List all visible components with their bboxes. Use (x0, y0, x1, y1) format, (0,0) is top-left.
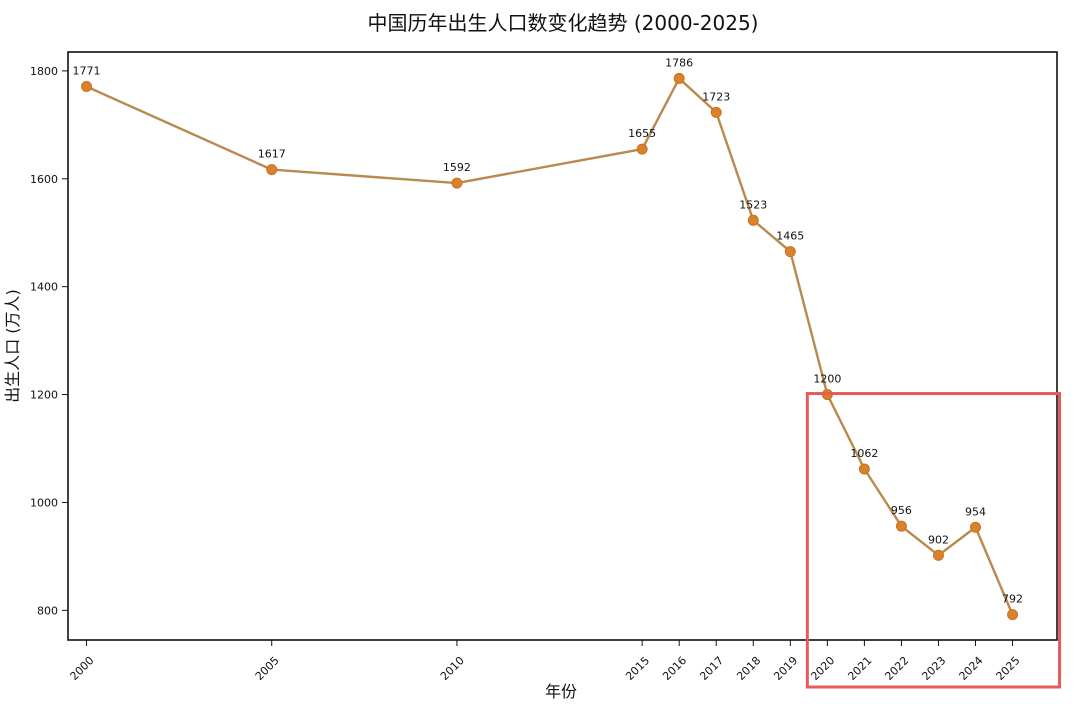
x-tick-label: 2021 (845, 654, 874, 683)
axes-group (67, 51, 1058, 641)
y-tick-label: 1000 (30, 496, 58, 509)
data-label: 1465 (776, 230, 804, 243)
data-label: 1771 (73, 65, 101, 78)
x-tick-label: 2016 (660, 654, 689, 683)
y-tick-label: 1800 (30, 65, 58, 78)
highlight-group (805, 392, 1062, 689)
x-tick-label: 2025 (994, 654, 1023, 683)
series-point (1007, 609, 1019, 621)
series-group (81, 72, 1019, 621)
y-axis-label: 出生人口 (万人) (3, 289, 22, 403)
data-label: 792 (1002, 593, 1023, 606)
x-tick-label: 2000 (68, 654, 97, 683)
data-label: 1062 (850, 447, 878, 460)
data-label: 954 (965, 505, 986, 518)
data-label: 1617 (258, 148, 286, 161)
y-tick-label: 1600 (30, 173, 58, 186)
series-point (81, 81, 93, 93)
x-tick-label: 2005 (253, 654, 282, 683)
x-tick-label: 2020 (808, 654, 837, 683)
series-point (970, 521, 982, 533)
chart-title: 中国历年出生人口数变化趋势 (2000-2025) (368, 11, 759, 35)
x-tick-label: 2010 (438, 654, 467, 683)
y-tick-label: 800 (37, 604, 58, 617)
series-point (858, 463, 870, 475)
series-point (673, 72, 685, 84)
x-tick-label: 2018 (734, 654, 763, 683)
y-tick-label: 1200 (30, 389, 58, 402)
data-label: 1200 (813, 373, 841, 386)
x-tick-label: 2019 (771, 654, 800, 683)
series-point (266, 164, 278, 176)
data-label: 1592 (443, 161, 471, 174)
x-tick-label: 2022 (882, 654, 911, 683)
series-point (747, 214, 759, 226)
data-label: 1655 (628, 127, 656, 140)
x-tick-label: 2024 (957, 654, 986, 683)
data-label: 956 (891, 504, 912, 517)
series-point (784, 246, 796, 258)
series-point (895, 520, 907, 532)
ticks-group: 800 1000 1200 1400 1600 1800 2000 2005 2010 2015 2… (30, 65, 1023, 683)
y-tick-label: 1400 (30, 281, 58, 294)
data-label: 1786 (665, 56, 693, 69)
data-label: 902 (928, 533, 949, 546)
x-axis-label: 年份 (545, 682, 577, 701)
series-point (932, 549, 944, 561)
data-labels-group: 1771 1617 1592 1655 1786 1723 1523 1465 1200 1062… (73, 56, 1024, 605)
x-tick-label: 2015 (623, 654, 652, 683)
plot-frame (67, 51, 1058, 641)
data-label: 1523 (739, 198, 767, 211)
data-label: 1723 (702, 90, 730, 103)
series-point (451, 177, 463, 189)
x-tick-label: 2023 (919, 654, 948, 683)
series-point (636, 143, 648, 155)
series-line (85, 77, 1014, 616)
x-tick-label: 2017 (697, 654, 726, 683)
series-point (710, 106, 722, 118)
highlight-box (805, 392, 1062, 689)
